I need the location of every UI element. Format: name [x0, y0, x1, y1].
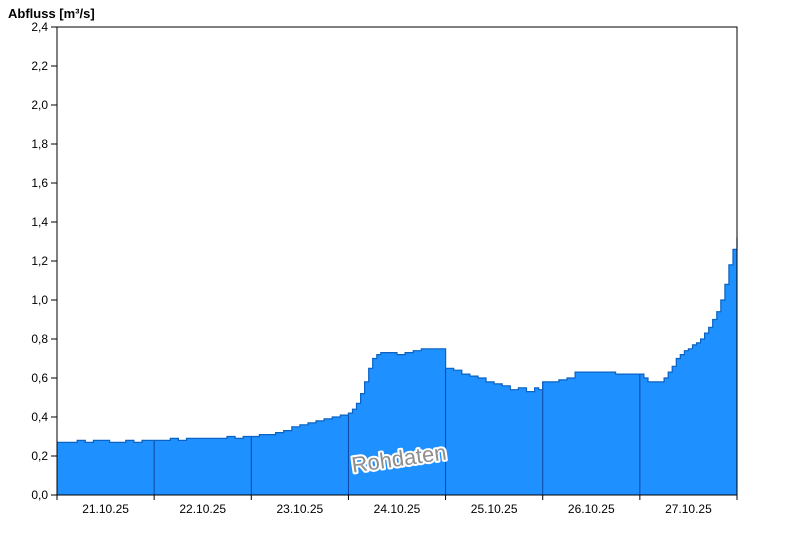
y-tick-label: 0,0 [31, 488, 48, 502]
y-axis-title: Abfluss [m³/s] [8, 6, 95, 21]
x-date-label: 25.10.25 [471, 502, 518, 516]
y-tick-label: 1,8 [31, 137, 48, 151]
x-date-label: 27.10.25 [665, 502, 712, 516]
y-tick-label: 1,6 [31, 176, 48, 190]
y-tick-label: 2,2 [31, 59, 48, 73]
x-date-label: 24.10.25 [374, 502, 421, 516]
y-tick-label: 0,2 [31, 449, 48, 463]
y-tick-label: 1,4 [31, 215, 48, 229]
y-tick-label: 2,4 [31, 20, 48, 34]
x-date-label: 26.10.25 [568, 502, 615, 516]
y-tick-label: 0,8 [31, 332, 48, 346]
y-tick-label: 0,4 [31, 410, 48, 424]
x-date-label: 23.10.25 [276, 502, 323, 516]
y-tick-label: 1,2 [31, 254, 48, 268]
discharge-curve [57, 237, 738, 443]
x-date-label: 22.10.25 [179, 502, 226, 516]
discharge-area-fill [57, 237, 737, 495]
y-tick-label: 2,0 [31, 98, 48, 112]
y-tick-label: 0,6 [31, 371, 48, 385]
x-date-label: 21.10.25 [82, 502, 129, 516]
y-tick-label: 1,0 [31, 293, 48, 307]
